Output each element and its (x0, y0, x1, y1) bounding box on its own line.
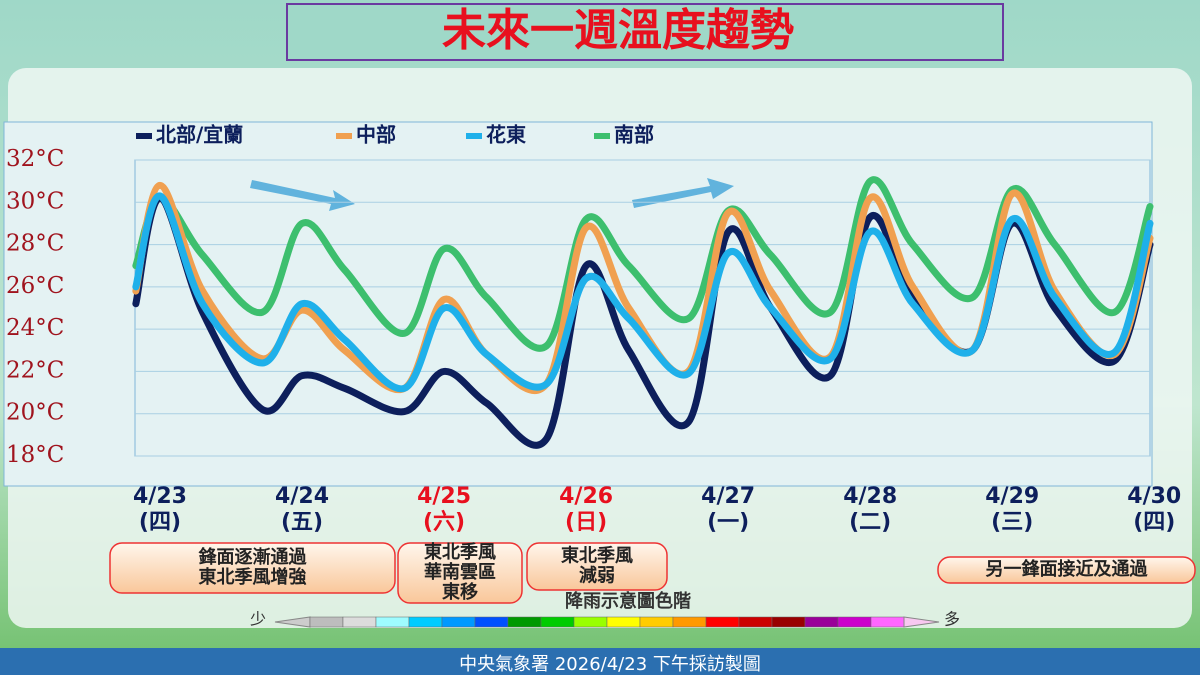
x-tick-label: 4/29 (985, 484, 1039, 509)
rain-scale-swatch (870, 616, 905, 628)
x-tick-sublabel: (四) (139, 510, 181, 535)
x-tick-label: 4/23 (133, 484, 187, 509)
rain-scale-swatch (639, 616, 674, 628)
x-tick-label: 4/28 (843, 484, 897, 509)
y-tick-label: 18°C (6, 442, 64, 468)
annotation-text: 東北季風 (424, 541, 496, 563)
rain-scale-swatch (606, 616, 641, 628)
x-tick-sublabel: (六) (423, 510, 465, 535)
annotation-text: 華南雲區 (424, 561, 496, 583)
x-tick-label: 4/26 (559, 484, 613, 509)
rain-scale-swatch (738, 616, 773, 628)
x-tick-label: 4/24 (275, 484, 329, 509)
title-box (286, 3, 1004, 61)
series-line (132, 176, 1154, 352)
series-line (132, 192, 1154, 393)
legend-label: 南部 (614, 123, 654, 147)
rain-scale-swatch (507, 616, 542, 628)
footer-band (0, 648, 1200, 675)
rain-scale-swatch (474, 616, 509, 628)
y-tick-label: 24°C (6, 315, 64, 341)
x-tick-label: 4/25 (417, 484, 471, 509)
rain-scale-swatch (342, 616, 377, 628)
x-tick-sublabel: (二) (849, 510, 891, 535)
arrow (250, 180, 355, 211)
legend-label: 北部/宜蘭 (156, 123, 243, 147)
rain-scale-swatch (573, 616, 608, 628)
rain-scale-swatch (705, 616, 740, 628)
rain-scale-low: 少 (250, 610, 266, 629)
rain-scale-swatch (771, 616, 806, 628)
footer: 中央氣象署 2026/4/23 下午採訪製圖 (459, 654, 761, 675)
y-tick-label: 28°C (6, 231, 64, 257)
annotation-text: 東北季風增強 (199, 566, 307, 588)
rain-scale-swatch (672, 616, 707, 628)
chart-title: 未來一週溫度趨勢 (442, 5, 794, 56)
rain-scale-swatch (441, 616, 476, 628)
x-tick-label: 4/30 (1127, 484, 1181, 509)
rain-scale-swatch (837, 616, 872, 628)
y-tick-label: 26°C (6, 273, 64, 299)
rain-scale-swatch (375, 616, 410, 628)
annotation-text: 鋒面逐漸通過 (198, 546, 308, 568)
rain-scale-title: 降雨示意圖色階 (565, 590, 691, 612)
trend-arrows (250, 178, 734, 211)
annotation-text: 另一鋒面接近及通過 (986, 558, 1149, 580)
rain-scale-swatch (540, 616, 575, 628)
y-tick-label: 20°C (6, 400, 64, 426)
annotation-text: 減弱 (579, 565, 615, 587)
rain-scale-high: 多 (944, 610, 960, 629)
y-tick-label: 32°C (6, 146, 64, 172)
annotation-box (937, 556, 1196, 584)
rain-scale-swatch (408, 616, 443, 628)
x-tick-sublabel: (一) (707, 510, 749, 535)
annotation-box (526, 542, 668, 591)
annotation-box (109, 542, 396, 594)
annotation-text: 東移 (442, 581, 478, 603)
legend-label: 中部 (356, 123, 396, 147)
rain-scale-swatch (804, 616, 839, 628)
rain-scale-swatch (309, 616, 344, 628)
y-tick-label: 30°C (6, 188, 64, 214)
annotation-box (397, 542, 523, 604)
x-tick-sublabel: (四) (1133, 510, 1175, 535)
x-tick-sublabel: (日) (565, 510, 607, 535)
x-tick-label: 4/27 (701, 484, 755, 509)
x-tick-sublabel: (五) (281, 510, 323, 535)
x-tick-sublabel: (三) (991, 510, 1033, 535)
legend-label: 花東 (486, 123, 526, 147)
y-tick-label: 22°C (6, 357, 64, 383)
annotation-text: 東北季風 (561, 545, 633, 567)
rain-scale-arrow-right (903, 616, 940, 628)
arrow (632, 178, 734, 208)
